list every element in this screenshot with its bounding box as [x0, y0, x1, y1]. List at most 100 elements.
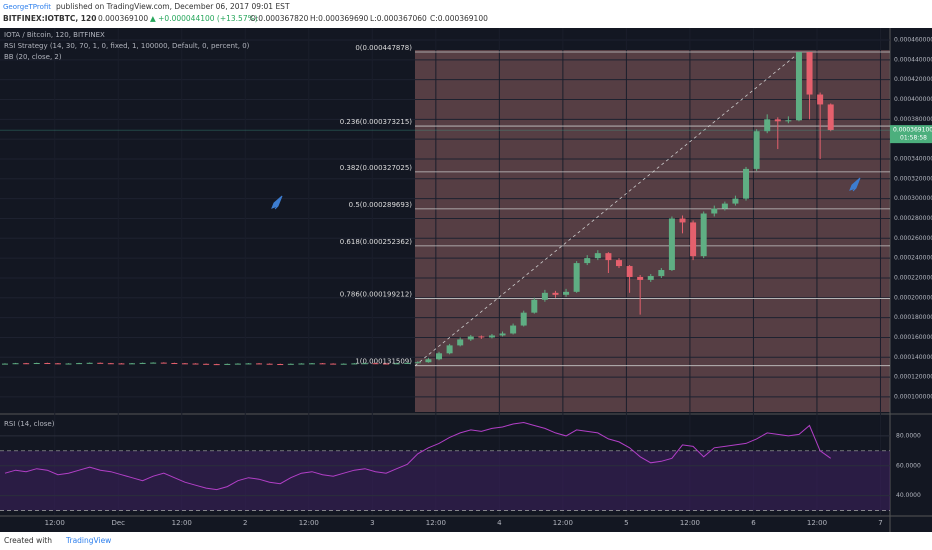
- rsi-tick-label: 80.0000: [896, 432, 921, 439]
- x-tick-label: 12:00: [426, 519, 446, 527]
- candle-body: [383, 363, 390, 365]
- y-tick-label: 0.000120000: [894, 374, 932, 381]
- y-tick-label: 0.000280000: [894, 215, 932, 222]
- candle-body: [668, 218, 675, 271]
- y-tick-label: 0.000320000: [894, 175, 932, 182]
- x-tick-label: 4: [497, 519, 502, 527]
- y-tick-label: 0.000200000: [894, 294, 932, 301]
- footer-bg: [0, 532, 932, 550]
- rsi-tick-label: 60.0000: [896, 462, 921, 469]
- rocket-icon: [849, 177, 861, 192]
- candle-body: [160, 362, 167, 364]
- author[interactable]: GeorgeTProfit: [3, 3, 51, 11]
- y-tick-label: 0.000140000: [894, 354, 932, 361]
- fib-label: 0.5(0.000289693): [349, 201, 413, 209]
- candle-body: [213, 364, 220, 366]
- candle-body: [753, 131, 760, 169]
- x-tick-label: 7: [878, 519, 882, 527]
- fib-zone: [415, 50, 890, 412]
- candle-body: [785, 120, 792, 122]
- candle-body: [563, 291, 570, 295]
- candle-body: [806, 52, 813, 95]
- x-tick-label: 3: [370, 519, 374, 527]
- candle-body: [795, 52, 802, 121]
- y-tick-label: 0.000440000: [894, 56, 932, 63]
- candle-body: [626, 266, 633, 277]
- x-tick-label: 12:00: [553, 519, 573, 527]
- candle-body: [54, 363, 61, 365]
- fib-label: 0(0.000447878): [355, 44, 412, 52]
- price-box: [890, 125, 932, 144]
- candle-body: [647, 275, 654, 280]
- high: H:0.000369690: [310, 14, 368, 23]
- candle-body: [129, 363, 136, 365]
- candle-body: [605, 253, 612, 261]
- footer-brand[interactable]: TradingView: [65, 536, 111, 545]
- candle-body: [721, 203, 728, 209]
- fib-label: 0.382(0.000327025): [340, 164, 413, 172]
- x-tick-label: 5: [624, 519, 628, 527]
- candle-body: [594, 253, 601, 259]
- candle-body: [700, 213, 707, 257]
- last: 0.000369100: [98, 14, 148, 23]
- candle-body: [203, 363, 210, 365]
- candle-body: [181, 363, 188, 365]
- candle-body: [488, 335, 495, 338]
- x-tick-label: 12:00: [299, 519, 319, 527]
- y-tick-label: 0.000240000: [894, 255, 932, 262]
- candle-body: [171, 363, 178, 365]
- candle-body: [308, 363, 315, 365]
- x-tick-label: 12:00: [172, 519, 192, 527]
- y-tick-label: 0.000420000: [894, 76, 932, 83]
- candle-body: [457, 339, 464, 346]
- candle-body: [690, 222, 697, 257]
- candle-body: [584, 258, 591, 264]
- header-bg: [0, 0, 932, 28]
- fib-label: 0.786(0.000199212): [340, 291, 413, 299]
- candle-body: [637, 276, 644, 280]
- candle-body: [372, 363, 379, 365]
- y-tick-label: 0.000340000: [894, 155, 932, 162]
- close: C:0.000369100: [430, 14, 488, 23]
- y-tick-label: 0.000380000: [894, 116, 932, 123]
- candle-body: [44, 363, 51, 365]
- y-tick-label: 0.000260000: [894, 235, 932, 242]
- marks: 0.000100000 0.000120000 0.000140000 0.00016…: [0, 28, 932, 527]
- price-label: 0.000369100: [893, 127, 932, 134]
- candle-body: [23, 363, 30, 365]
- candle-body: [139, 362, 146, 364]
- candle-body: [361, 363, 368, 365]
- x-tick-label: Dec: [111, 519, 125, 527]
- x-tick-label: 12:00: [680, 519, 700, 527]
- candle-body: [658, 270, 665, 276]
- rsi-tick-label: 40.0000: [896, 492, 921, 499]
- candle-body: [76, 363, 83, 365]
- candle-body: [615, 260, 622, 267]
- candle-body: [520, 312, 527, 326]
- candle-body: [467, 336, 474, 340]
- candle-body: [266, 363, 273, 365]
- candle-body: [33, 363, 40, 365]
- candle-body: [150, 362, 157, 364]
- candle-body: [679, 218, 686, 223]
- candle-body: [118, 363, 125, 365]
- candle-body: [192, 363, 199, 365]
- y-tick-label: 0.000300000: [894, 195, 932, 202]
- rocket-icon: [271, 195, 283, 210]
- x-tick-label: 12:00: [45, 519, 65, 527]
- candle-body: [404, 362, 411, 364]
- fib-label: 0.618(0.000252362): [340, 238, 413, 246]
- fib-label: 0.236(0.000373215): [340, 118, 413, 126]
- candle-body: [732, 198, 739, 204]
- published: published on TradingView.com, December 0…: [56, 2, 290, 11]
- candle-body: [827, 104, 834, 131]
- countdown: 01:58:58: [900, 135, 927, 142]
- y-tick-label: 0.000460000: [894, 36, 932, 43]
- candle-body: [764, 119, 771, 132]
- trend-line: [414, 51, 801, 366]
- candle-body: [414, 362, 421, 364]
- x-tick-label: 6: [751, 519, 756, 527]
- candle-body: [86, 362, 93, 364]
